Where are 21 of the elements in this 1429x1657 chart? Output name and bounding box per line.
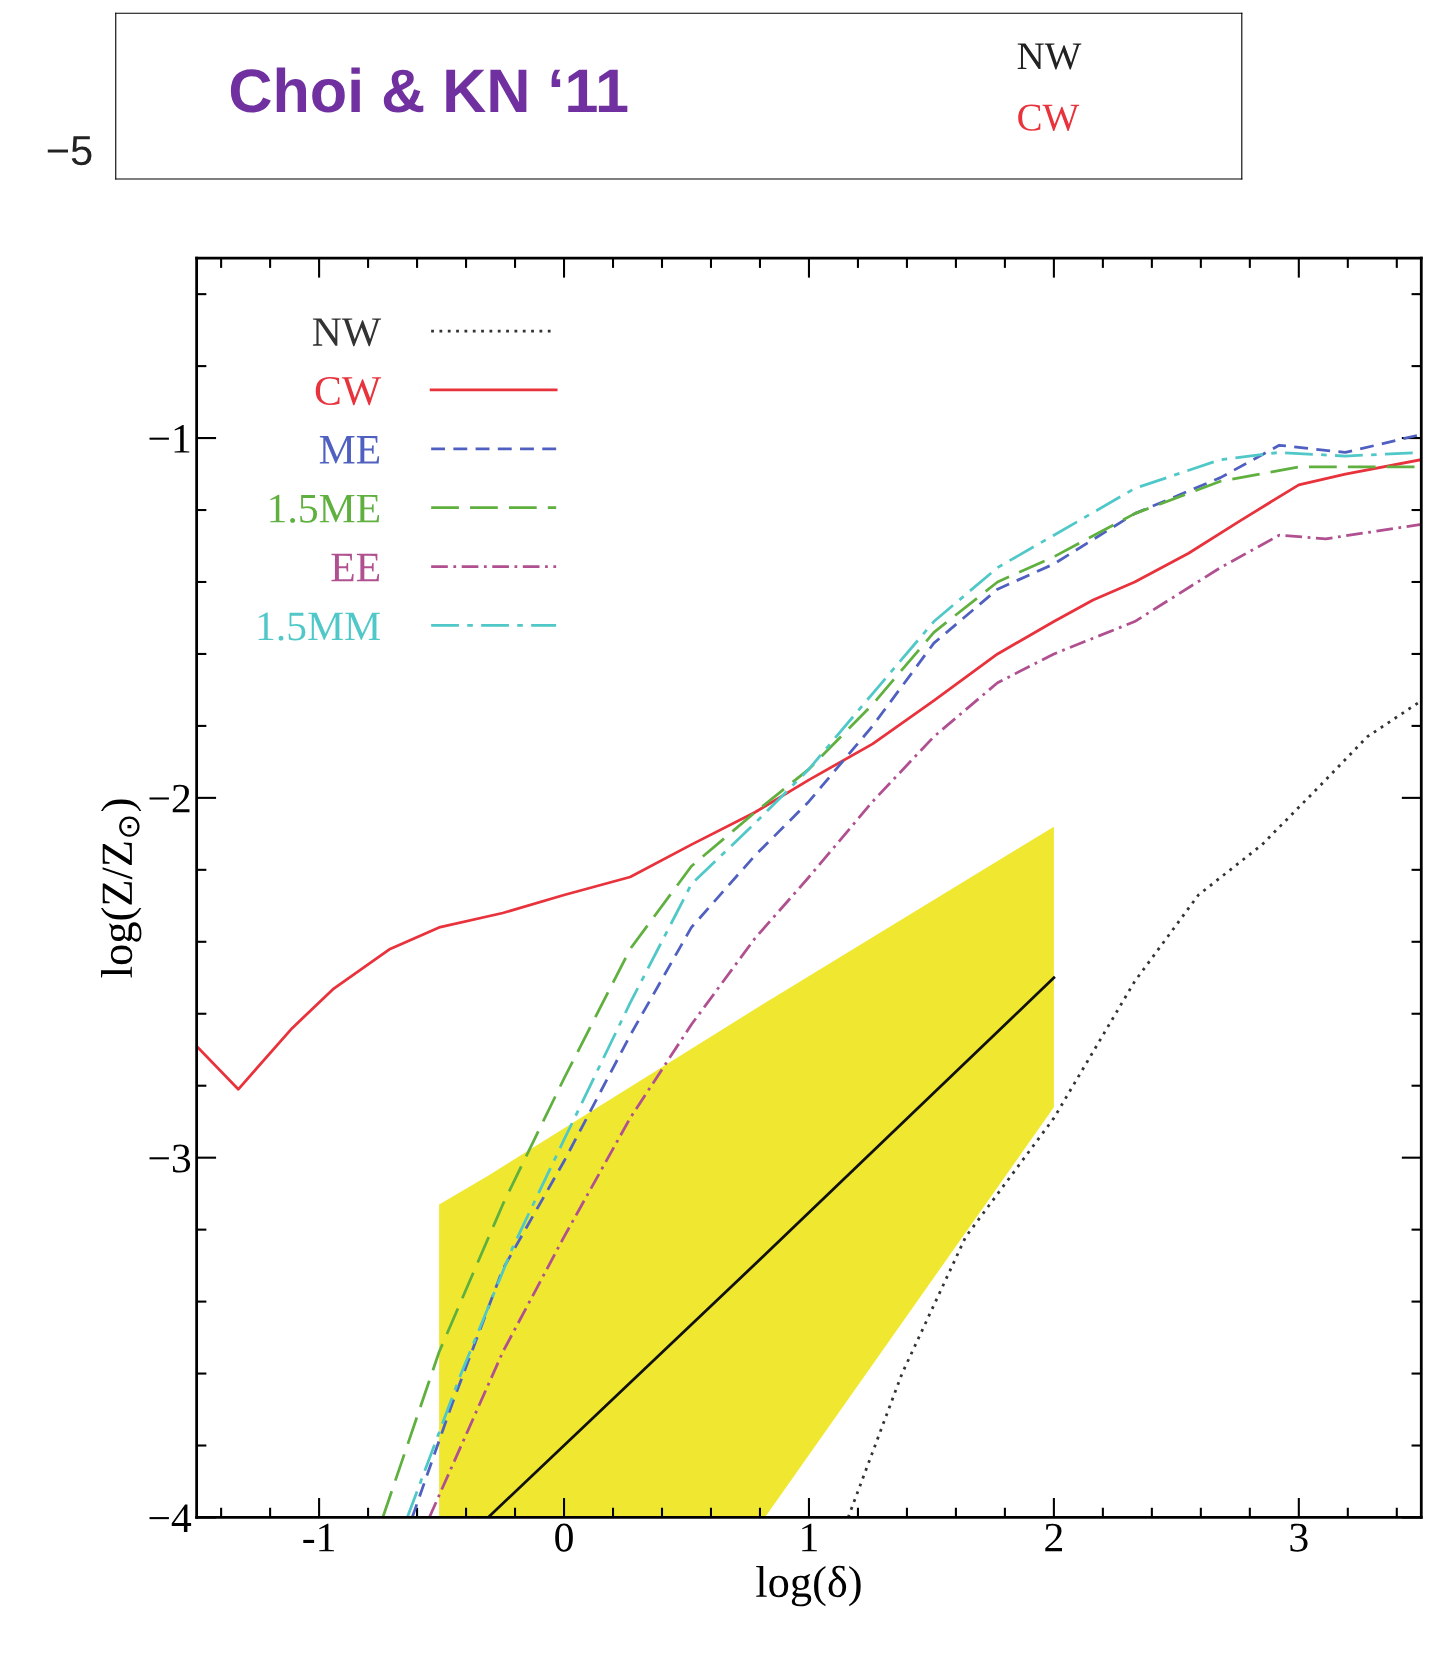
x-tick-label: 3 (1290, 1523, 1308, 1552)
y-tick-label: −2 (149, 784, 190, 813)
x-tick-label: 1 (802, 1523, 817, 1552)
x-tick-label: 0 (555, 1523, 573, 1552)
text: Choi & KN ‘11 (230, 67, 628, 113)
legend-label: EE (331, 553, 380, 582)
x-tick-label: 2 (1045, 1523, 1063, 1552)
text: NW (1017, 43, 1082, 70)
y-tick-label: −1 (149, 425, 190, 453)
x-tick-label: -1 (303, 1523, 334, 1552)
legend-label: CW (315, 376, 382, 406)
y-tick-label: −3 (149, 1144, 191, 1173)
legend-label: NW (312, 318, 382, 347)
text: CW (1018, 104, 1080, 131)
text: −5 (47, 136, 92, 166)
y-tick-label: −4 (149, 1504, 192, 1532)
x-axis-title: log(δ) (756, 1565, 861, 1607)
y-axis-title: log(Z/Z$_{⊙}$) (101, 799, 142, 978)
legend-label: 1.5ME (270, 494, 380, 523)
legend-label: 1.5MM (258, 612, 380, 641)
legend-label: ME (319, 436, 380, 464)
